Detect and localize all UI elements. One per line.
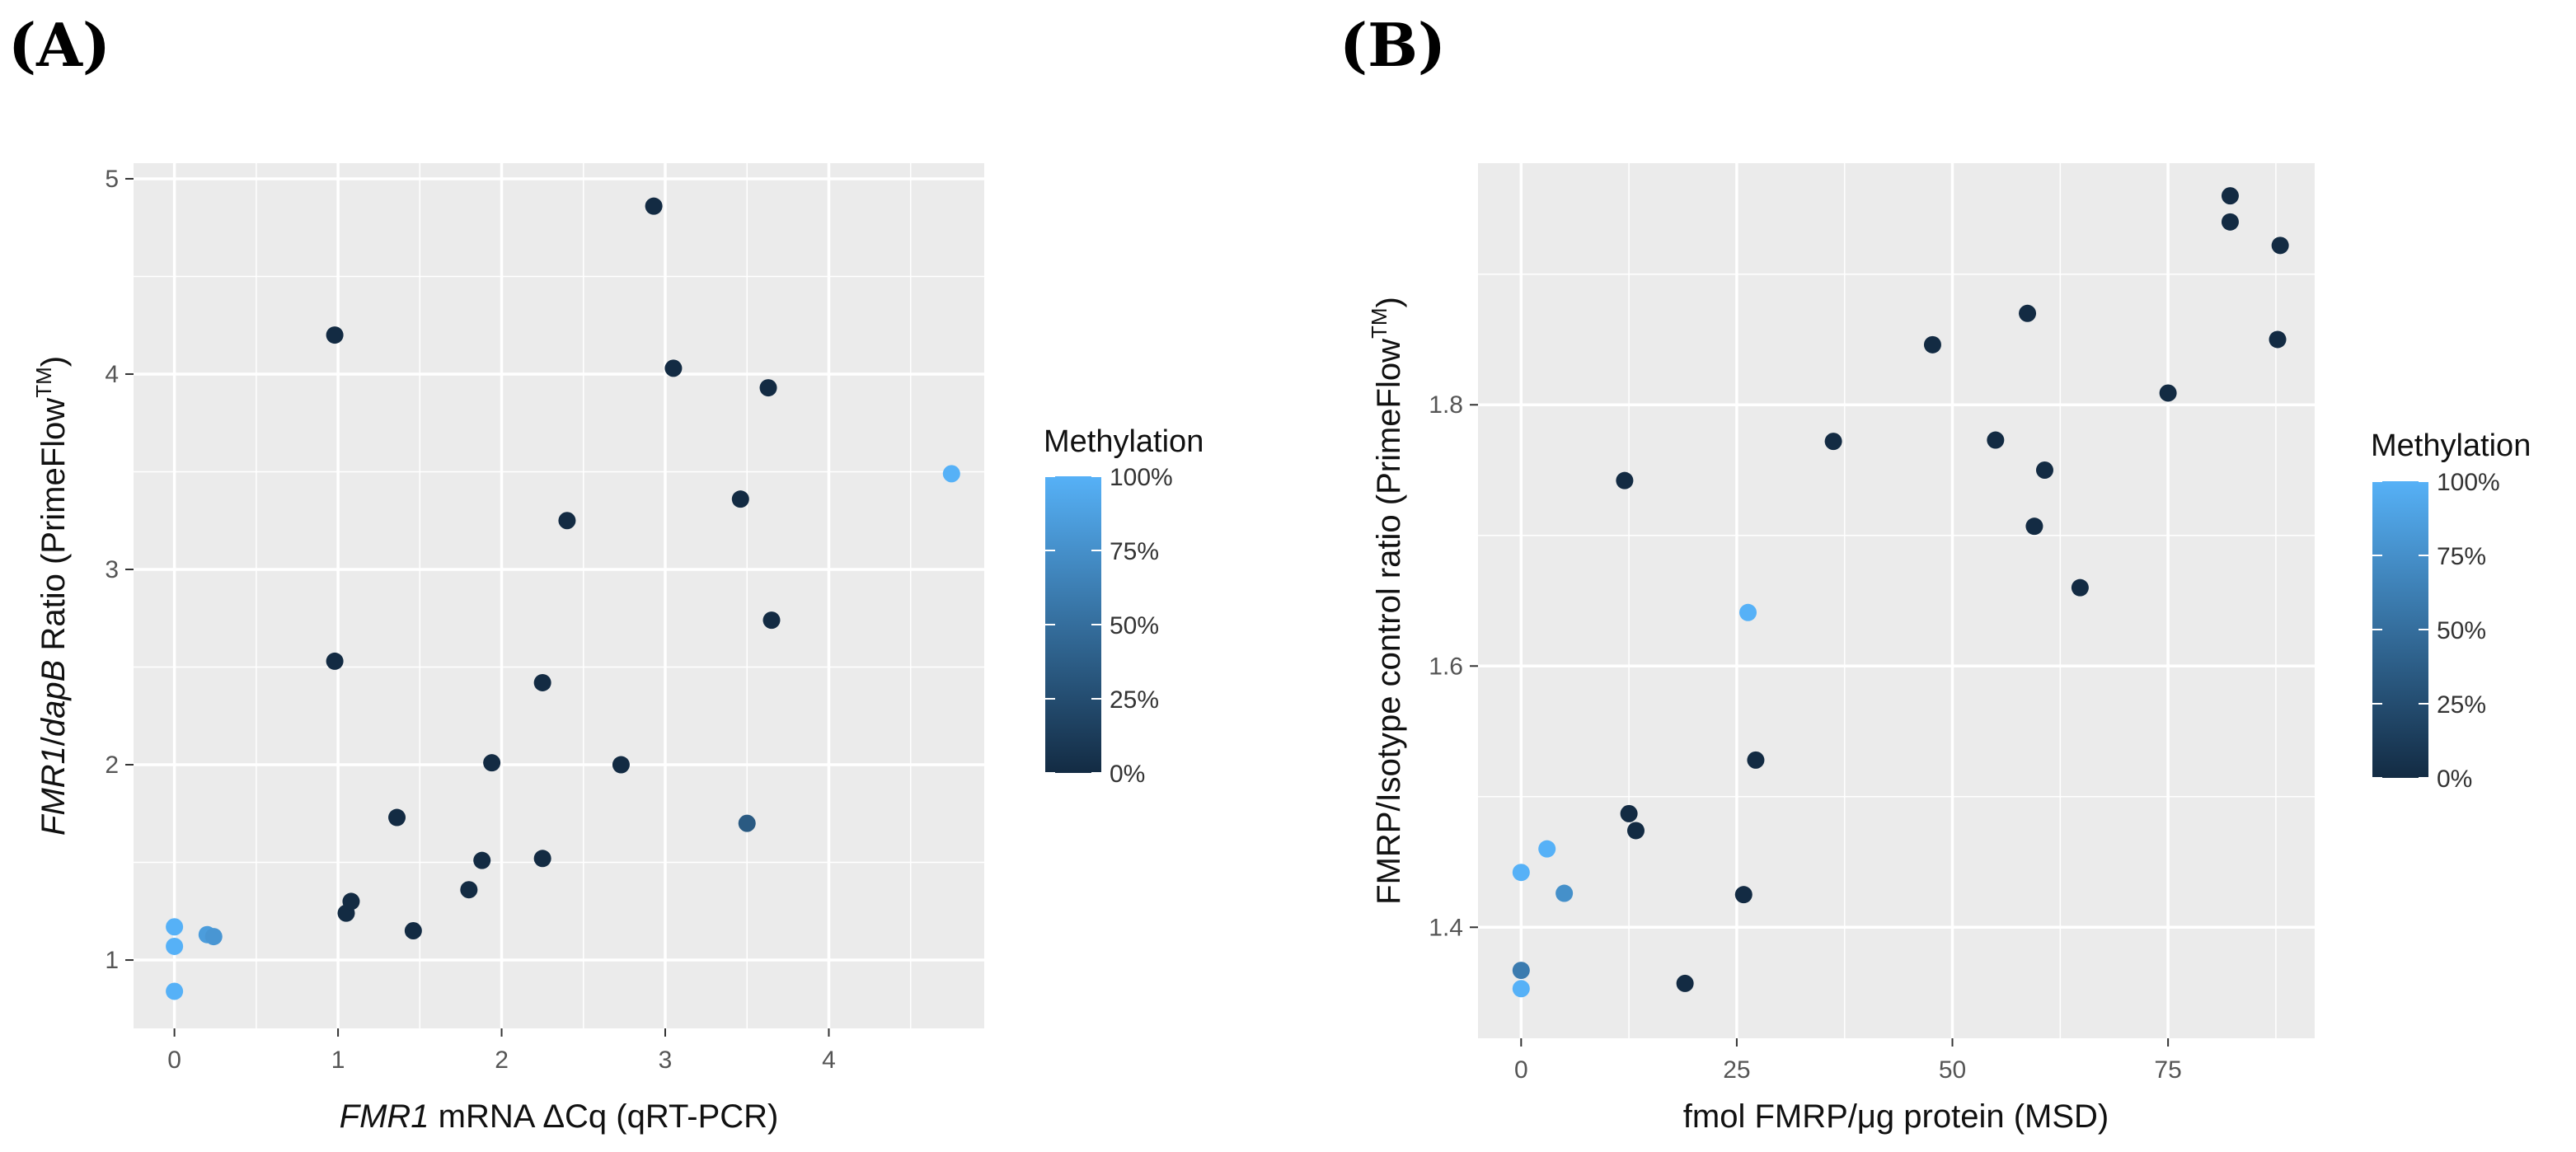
a-x-tick-label: 1	[331, 1047, 345, 1074]
b-legend-tick-label: 0%	[2437, 766, 2472, 793]
b-data-point	[1512, 864, 1530, 882]
a-data-point	[942, 465, 960, 483]
b-data-point	[1987, 431, 2005, 449]
b-legend-tick-label: 75%	[2437, 543, 2486, 570]
b-x-tick-label: 25	[1723, 1056, 1750, 1084]
a-y-tick-label: 1	[105, 947, 119, 974]
b-data-point	[2159, 384, 2177, 402]
panel-a: (A) 0 1 2 3 4 1 2 3 4 5 FMR1 mRNA ΔCq (qRT-PCR) F…	[8, 10, 1204, 1135]
panel-b-legend: Methylation 100% 75% 50% 25% 0%	[2371, 428, 2531, 793]
panel-b-label: (B)	[1340, 10, 1446, 80]
panel-a-points	[166, 197, 960, 1000]
panel-a-legend-ticks: 100% 75% 50% 25% 0%	[1045, 464, 1173, 788]
panel-b-points	[1512, 187, 2289, 998]
panel-a-legend: Methylation 100% 75% 50% 25% 0%	[1044, 424, 1204, 788]
b-data-point	[2269, 330, 2287, 349]
a-legend-tick-label: 50%	[1110, 612, 1159, 639]
b-y-tick-label: 1.4	[1429, 914, 1463, 941]
b-y-tick-label: 1.8	[1429, 391, 1463, 419]
panel-a-y-axis-title: FMR1/dapB Ratio (PrimeFlowTM)	[31, 356, 72, 836]
panel-a-x-axis-title: FMR1 mRNA ΔCq (qRT-PCR)	[340, 1098, 779, 1135]
b-data-point	[1538, 840, 1556, 858]
b-x-tick-label: 75	[2154, 1056, 2181, 1084]
b-data-point	[1620, 804, 1638, 822]
a-data-point	[404, 921, 422, 939]
a-legend-tick-label: 25%	[1110, 686, 1159, 714]
a-x-tick-label: 4	[822, 1047, 836, 1074]
a-legend-tick-label: 0%	[1110, 761, 1145, 788]
a-data-point	[166, 937, 184, 955]
b-data-point	[1512, 980, 1530, 998]
panel-b: (B) 0 25 50 75 1.4 1.6 1.8 fmol FMRP/μg protei…	[1340, 10, 2531, 1135]
a-data-point	[664, 359, 683, 377]
a-data-point	[645, 197, 663, 215]
a-x-tick-label: 0	[167, 1047, 181, 1074]
b-data-point	[1734, 886, 1753, 904]
a-data-point	[483, 754, 501, 772]
b-data-point	[1923, 335, 1941, 354]
panel-b-legend-ticks: 100% 75% 50% 25% 0%	[2372, 469, 2500, 793]
a-legend-tick-label: 75%	[1110, 538, 1159, 565]
panel-b-legend-title: Methylation	[2371, 428, 2531, 463]
panel-b-x-axis-title: fmol FMRP/μg protein (MSD)	[1683, 1098, 2109, 1135]
b-data-point	[2025, 517, 2043, 536]
a-legend-tick-label: 100%	[1110, 464, 1173, 491]
b-data-point	[1512, 962, 1530, 980]
a-data-point	[533, 850, 551, 868]
a-data-point	[473, 851, 491, 869]
b-data-point	[2271, 236, 2289, 255]
panel-b-y-axis-title: FMRP/Isotype control ratio (PrimeFlowTM)	[1367, 297, 1407, 905]
a-data-point	[342, 892, 360, 911]
a-data-point	[326, 326, 344, 344]
b-legend-tick-label: 50%	[2437, 617, 2486, 644]
b-data-point	[2071, 578, 2089, 597]
b-data-point	[1555, 884, 1574, 902]
panel-a-legend-title: Methylation	[1044, 424, 1204, 459]
b-y-tick-label: 1.6	[1429, 653, 1463, 680]
a-data-point	[759, 379, 777, 397]
panel-a-grid	[134, 163, 984, 1028]
a-data-point	[533, 673, 551, 691]
b-data-point	[1626, 822, 1645, 840]
b-x-tick-label: 50	[1939, 1056, 1966, 1084]
panel-a-label: (A)	[8, 10, 110, 80]
a-y-tick-label: 2	[105, 752, 119, 779]
panel-a-plot-background	[134, 163, 984, 1028]
b-legend-tick-label: 100%	[2437, 469, 2500, 496]
a-data-point	[166, 918, 184, 936]
a-data-point	[204, 928, 223, 946]
a-x-tick-label: 3	[659, 1047, 673, 1074]
a-data-point	[326, 652, 344, 670]
panel-b-ticks: 0 25 50 75 1.4 1.6 1.8	[1429, 391, 2182, 1084]
b-data-point	[2035, 461, 2053, 479]
b-data-point	[2221, 187, 2239, 205]
a-data-point	[762, 611, 781, 630]
b-data-point	[1676, 974, 1694, 992]
panel-a-ticks: 0 1 2 3 4 1 2 3 4 5	[105, 166, 835, 1074]
b-data-point	[1616, 471, 1634, 489]
a-data-point	[388, 808, 406, 827]
b-data-point	[1747, 751, 1765, 769]
panel-b-plot-background	[1478, 163, 2315, 1038]
b-data-point	[1824, 433, 1842, 451]
b-data-point	[2019, 304, 2037, 322]
a-data-point	[612, 756, 630, 774]
a-x-tick-label: 2	[495, 1047, 509, 1074]
a-data-point	[558, 512, 576, 530]
a-data-point	[731, 490, 749, 508]
a-y-tick-label: 3	[105, 556, 119, 583]
panel-b-grid	[1478, 163, 2315, 1038]
a-y-tick-label: 5	[105, 166, 119, 193]
b-legend-tick-label: 25%	[2437, 691, 2486, 719]
a-y-tick-label: 4	[105, 361, 119, 388]
a-data-point	[738, 814, 756, 832]
b-data-point	[1739, 603, 1757, 621]
a-data-point	[460, 881, 478, 899]
a-data-point	[166, 982, 184, 1000]
b-x-tick-label: 0	[1514, 1056, 1528, 1084]
b-data-point	[2221, 213, 2239, 231]
